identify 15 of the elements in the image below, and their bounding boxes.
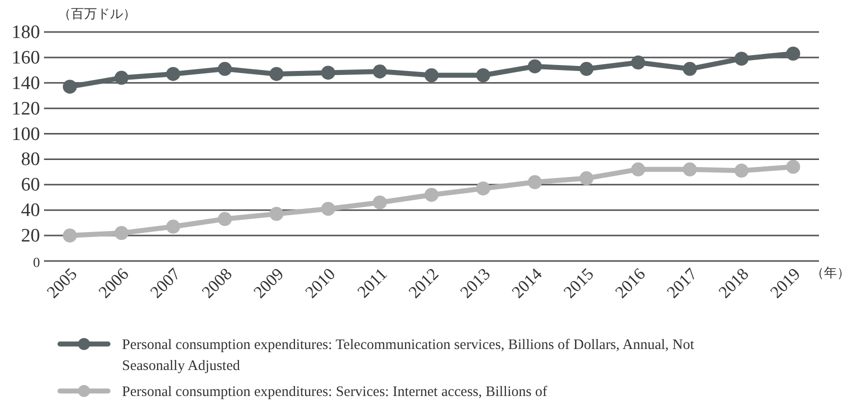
- y-tick-label: 160: [12, 47, 40, 68]
- y-tick-label: 40: [21, 200, 40, 222]
- x-axis-title: （年）: [811, 265, 845, 280]
- legend-label: Personal consumption expenditures: Services: Internet access, Billions of: [122, 384, 548, 400]
- y-tick-label: 120: [12, 98, 40, 120]
- y-tick-label: 80: [21, 149, 40, 170]
- y-tick-label: 60: [21, 174, 40, 196]
- y-tick-label: 100: [12, 124, 40, 145]
- legend-label: Personal consumption expenditures: Telecommunication services, Billions of Dollars, Annual, Not Seasonally Adjusted: [122, 337, 694, 374]
- y-tick-label: 20: [21, 226, 40, 247]
- y-axis-title: （百万ドル）: [58, 6, 136, 21]
- y-tick-label: 180: [12, 22, 40, 43]
- y-tick-label: 0: [33, 256, 40, 271]
- x-tick-label: 2011: [354, 264, 391, 302]
- y-tick-label: 140: [12, 72, 40, 94]
